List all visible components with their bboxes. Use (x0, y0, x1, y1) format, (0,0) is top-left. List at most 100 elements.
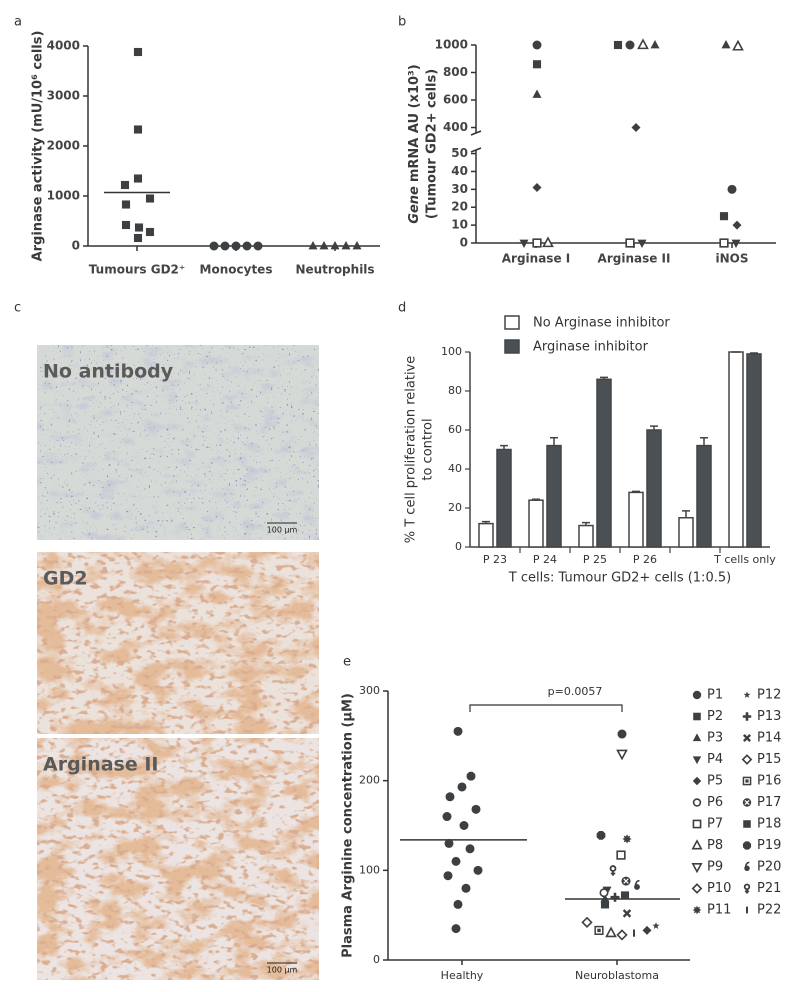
marker (600, 894, 610, 903)
marker (692, 690, 702, 700)
marker-part (453, 726, 463, 736)
marker (721, 40, 731, 49)
marker (743, 691, 751, 698)
marker-part (319, 241, 329, 250)
legend-label: No Arginase inhibitor (533, 316, 670, 331)
marker-part (692, 776, 702, 786)
x-tick-label: P 25 (583, 553, 607, 566)
marker-part (600, 894, 610, 903)
y-tick-label: 2000 (47, 139, 80, 153)
marker-part (692, 819, 702, 829)
axis-break (470, 130, 482, 136)
marker (605, 926, 617, 938)
annotation: p=0.0057 (548, 685, 603, 698)
y-tick-label: 0 (373, 953, 380, 966)
marker (692, 819, 702, 829)
marker (596, 830, 606, 840)
marker (133, 47, 143, 57)
marker (742, 776, 752, 786)
marker (625, 238, 635, 248)
marker (444, 838, 454, 848)
marker (330, 241, 340, 250)
marker-part (742, 841, 752, 850)
marker (692, 905, 702, 915)
marker (442, 812, 452, 822)
marker (719, 238, 729, 248)
marker (459, 821, 469, 830)
y-axis-label-2: (Tumour GD2+ cells) (425, 69, 440, 219)
marker-part (634, 879, 640, 886)
legend-label: P5 (707, 774, 723, 789)
marker (145, 227, 155, 237)
marker (453, 899, 463, 909)
marker (461, 883, 471, 893)
x-axis-label: T cells: Tumour GD2+ cells (1:0.5) (508, 571, 731, 586)
y-tick-label: 40 (448, 462, 462, 475)
marker (121, 200, 131, 209)
marker-part (622, 834, 632, 844)
marker-part (613, 40, 623, 50)
marker-part (465, 844, 475, 854)
legend-label: Arginase inhibitor (533, 340, 649, 355)
axis-break (470, 147, 482, 153)
legend-label: P11 (707, 903, 731, 918)
y-tick-label: 3000 (47, 89, 80, 103)
marker (616, 850, 626, 860)
marker-part (453, 899, 463, 909)
image-label: No antibody (43, 361, 174, 383)
marker (581, 916, 593, 928)
marker-part (634, 884, 640, 890)
marker-part (473, 865, 483, 875)
marker-part (445, 792, 455, 802)
marker-part (466, 771, 476, 781)
legend-label: P6 (707, 795, 723, 810)
marker (625, 40, 635, 50)
marker (719, 212, 729, 221)
bar (478, 522, 494, 548)
legend-label: P1 (707, 688, 723, 703)
marker-part (731, 239, 741, 248)
marker (631, 123, 641, 132)
marker-part (691, 839, 703, 850)
marker-part (691, 863, 703, 874)
y-tick-label: 30 (451, 182, 468, 196)
y-axis-label: % T cell proliferation relative (404, 356, 419, 544)
legend-label: P10 (707, 881, 731, 896)
y-tick-label: 0 (460, 236, 468, 250)
panel-label: e (343, 655, 351, 670)
marker (133, 174, 143, 183)
marker-part (719, 238, 729, 248)
error-bar (532, 498, 540, 501)
marker-part (692, 756, 702, 765)
marker-part (620, 891, 630, 900)
legend-label: P21 (757, 881, 781, 896)
marker-part (596, 830, 606, 840)
marker (319, 241, 329, 250)
marker (652, 922, 660, 930)
legend-label: P7 (707, 817, 723, 832)
marker (743, 734, 751, 742)
marker-part (532, 89, 542, 98)
error-bar (582, 521, 590, 526)
marker (692, 798, 702, 807)
scale-bar-label: 100 µm (267, 526, 298, 535)
x-tick-label: iNOS (716, 252, 749, 266)
legend-label: P13 (757, 709, 781, 724)
marker (634, 879, 640, 890)
marker-part (134, 223, 144, 232)
marker (691, 839, 703, 850)
legend-label: P4 (707, 752, 723, 767)
marker-part (145, 227, 155, 237)
marker-part (741, 754, 753, 765)
marker (744, 861, 750, 871)
error-bar (682, 510, 690, 518)
marker-part (341, 241, 351, 250)
y-axis-label-2: to control (421, 418, 436, 480)
marker (741, 754, 753, 765)
marker (727, 184, 737, 194)
marker (743, 820, 751, 828)
marker-part (542, 236, 554, 248)
marker (532, 60, 542, 69)
legend-label: P15 (757, 752, 781, 767)
scale-bar-label: 100 µm (267, 966, 298, 975)
